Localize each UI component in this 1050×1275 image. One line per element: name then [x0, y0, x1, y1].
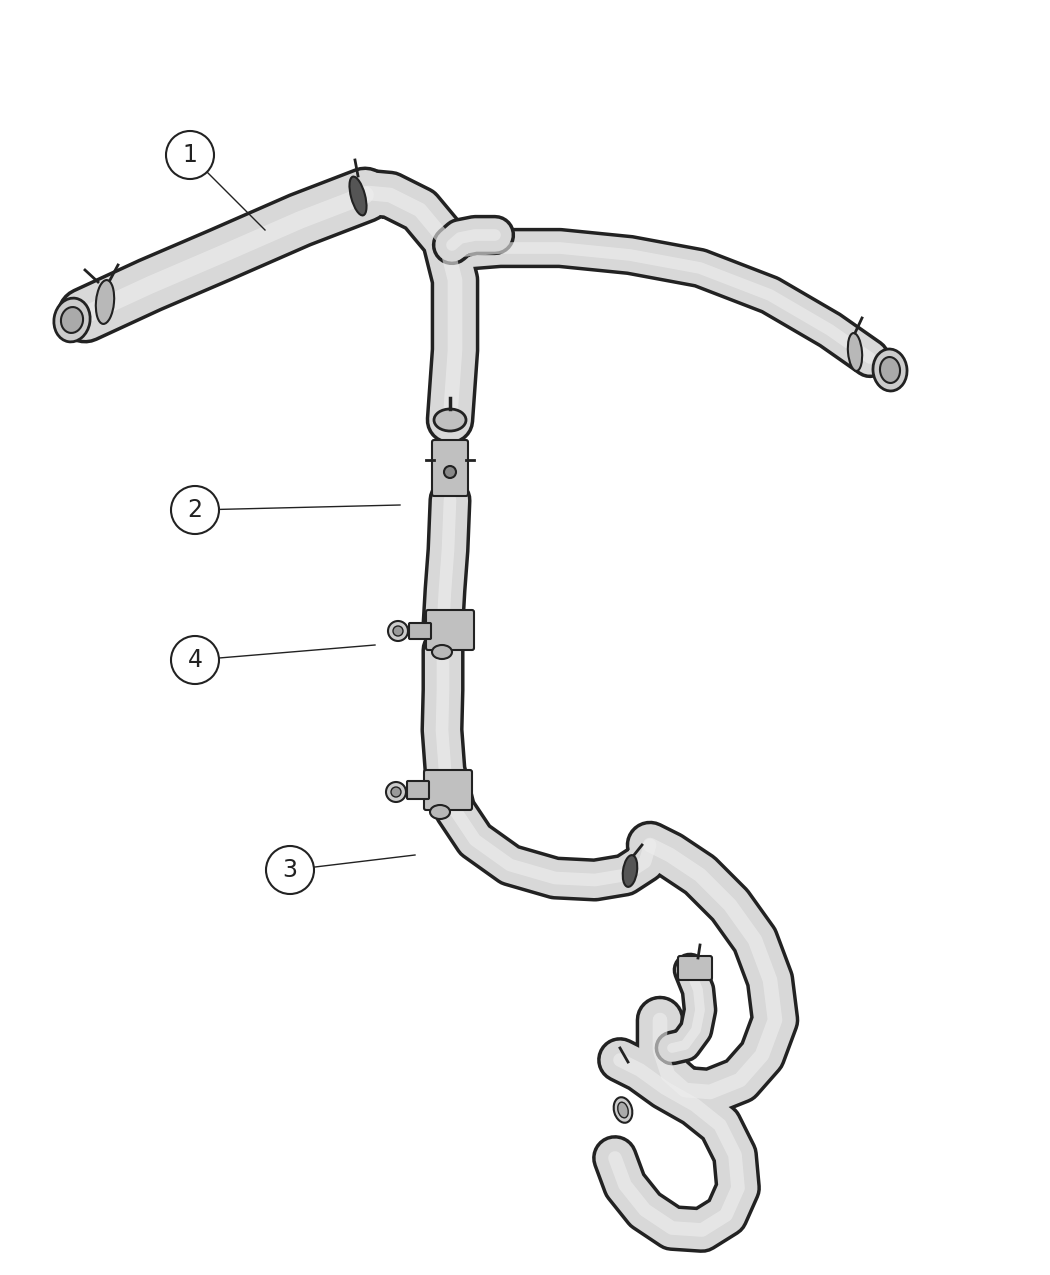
- Ellipse shape: [430, 805, 450, 819]
- Text: 3: 3: [282, 858, 297, 882]
- Ellipse shape: [847, 333, 862, 371]
- FancyBboxPatch shape: [407, 782, 429, 799]
- Circle shape: [391, 787, 401, 797]
- FancyBboxPatch shape: [424, 770, 472, 810]
- Text: 2: 2: [188, 499, 203, 521]
- Circle shape: [171, 636, 219, 683]
- Ellipse shape: [54, 298, 90, 342]
- Ellipse shape: [96, 280, 114, 324]
- FancyBboxPatch shape: [678, 956, 712, 980]
- Circle shape: [388, 621, 408, 641]
- Text: 1: 1: [183, 143, 197, 167]
- Ellipse shape: [617, 1102, 628, 1118]
- Ellipse shape: [623, 856, 637, 887]
- Circle shape: [393, 626, 403, 636]
- FancyBboxPatch shape: [410, 623, 430, 639]
- Circle shape: [386, 782, 406, 802]
- Circle shape: [171, 486, 219, 534]
- Circle shape: [266, 847, 314, 894]
- Ellipse shape: [880, 357, 900, 382]
- Ellipse shape: [61, 307, 83, 333]
- Circle shape: [166, 131, 214, 178]
- FancyBboxPatch shape: [432, 440, 468, 496]
- Ellipse shape: [873, 349, 907, 391]
- Ellipse shape: [432, 645, 452, 659]
- Circle shape: [444, 465, 456, 478]
- Ellipse shape: [613, 1098, 632, 1123]
- Ellipse shape: [350, 177, 366, 215]
- Ellipse shape: [434, 409, 466, 431]
- FancyBboxPatch shape: [426, 609, 474, 650]
- Text: 4: 4: [188, 648, 203, 672]
